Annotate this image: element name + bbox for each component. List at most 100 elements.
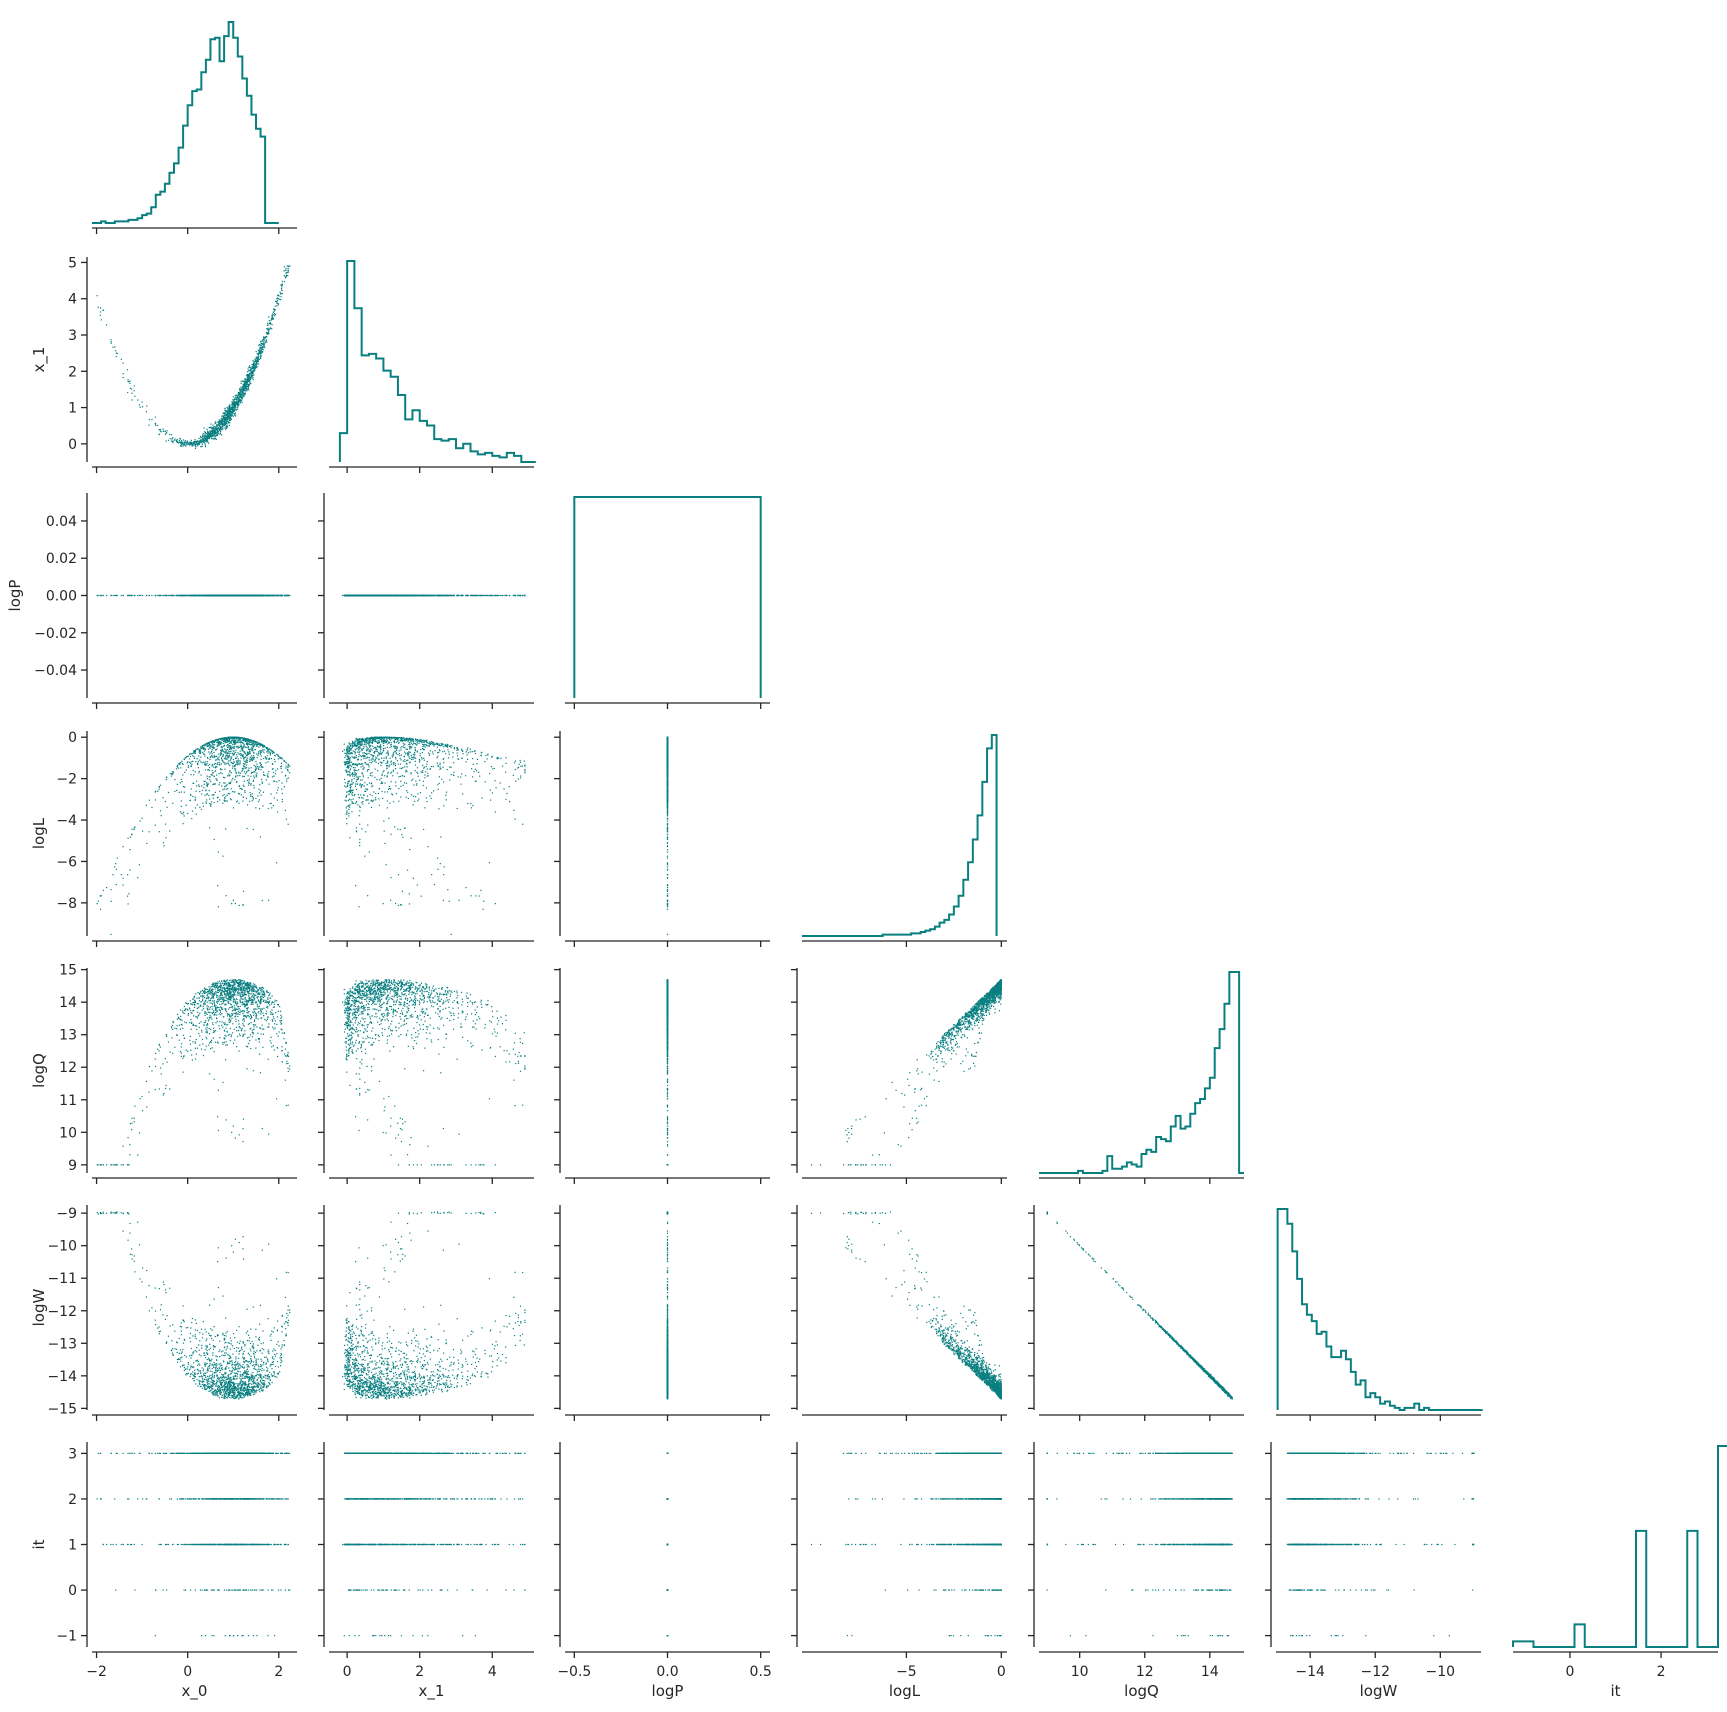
data-point — [237, 402, 239, 404]
data-point — [278, 594, 280, 597]
data-point — [222, 423, 224, 425]
data-point — [378, 594, 380, 597]
data-point — [232, 594, 235, 597]
data-point — [248, 366, 250, 368]
data-point — [162, 428, 164, 430]
data-point — [206, 436, 208, 438]
data-point — [273, 315, 276, 317]
data-point — [145, 411, 147, 413]
data-point — [248, 383, 251, 386]
data-point — [233, 404, 235, 406]
data-point — [258, 356, 260, 358]
data-point — [357, 594, 360, 597]
data-point — [370, 594, 372, 597]
data-point — [115, 355, 117, 358]
data-point — [243, 381, 245, 383]
data-point — [155, 424, 157, 426]
data-point — [247, 373, 250, 376]
data-point — [226, 763, 228, 765]
data-point — [127, 837, 129, 839]
data-point — [271, 319, 273, 321]
data-point — [238, 392, 240, 394]
data-point — [202, 441, 205, 443]
data-point — [225, 749, 227, 751]
data-point — [265, 328, 268, 330]
data-point — [242, 796, 244, 798]
data-point — [244, 386, 246, 388]
data-point — [268, 783, 270, 785]
data-point — [266, 335, 268, 338]
data-point — [204, 433, 206, 435]
data-point — [272, 317, 274, 319]
data-point — [100, 319, 102, 321]
data-point — [255, 362, 257, 365]
data-point — [226, 416, 229, 418]
data-point — [183, 594, 185, 597]
data-point — [255, 365, 257, 367]
data-point — [287, 594, 289, 597]
data-point — [200, 747, 202, 750]
data-point — [187, 442, 190, 445]
data-point — [478, 594, 480, 597]
data-point — [277, 811, 279, 813]
data-point — [276, 305, 278, 307]
data-point — [224, 423, 226, 425]
data-point — [200, 774, 202, 776]
data-point — [185, 442, 187, 444]
data-point — [167, 594, 170, 597]
data-point — [265, 339, 267, 341]
data-point — [287, 265, 289, 267]
data-point — [349, 594, 351, 597]
data-point — [215, 778, 217, 780]
data-point — [261, 346, 263, 348]
data-point — [199, 442, 201, 444]
data-point — [214, 435, 216, 438]
data-point — [214, 432, 217, 434]
data-point — [134, 395, 136, 397]
data-point — [214, 421, 217, 423]
data-point — [505, 594, 507, 597]
data-point — [99, 311, 102, 313]
data-point — [226, 775, 229, 777]
data-point — [241, 388, 244, 391]
y-tick-label: 4 — [68, 292, 77, 308]
data-point — [248, 366, 251, 369]
data-point — [283, 281, 286, 283]
data-point — [277, 295, 279, 297]
data-point — [97, 306, 99, 308]
data-point — [171, 440, 174, 443]
data-point — [232, 407, 234, 409]
data-point — [220, 594, 222, 597]
data-point — [276, 594, 279, 597]
data-point — [204, 443, 206, 445]
data-point — [122, 373, 124, 375]
data-point — [206, 435, 208, 438]
data-point — [211, 438, 213, 440]
data-point — [246, 378, 248, 381]
data-point — [189, 442, 192, 445]
data-point — [122, 376, 124, 379]
data-point — [226, 594, 228, 597]
data-point — [399, 594, 401, 597]
data-point — [284, 269, 287, 271]
data-point — [275, 313, 277, 316]
data-point — [247, 384, 250, 386]
data-point — [194, 447, 197, 449]
data-point — [184, 771, 186, 773]
data-point — [254, 364, 256, 366]
data-point — [105, 594, 108, 597]
data-point — [268, 328, 271, 330]
data-point — [210, 436, 212, 438]
data-point — [189, 443, 191, 445]
data-point — [201, 445, 203, 448]
data-point — [374, 594, 377, 597]
data-point — [264, 594, 267, 597]
data-point — [196, 780, 198, 782]
data-point — [239, 400, 241, 403]
data-point — [240, 395, 242, 397]
data-point — [191, 445, 193, 447]
data-point — [512, 594, 514, 597]
data-point — [262, 342, 264, 344]
data-point — [236, 402, 238, 405]
data-point — [362, 594, 364, 597]
